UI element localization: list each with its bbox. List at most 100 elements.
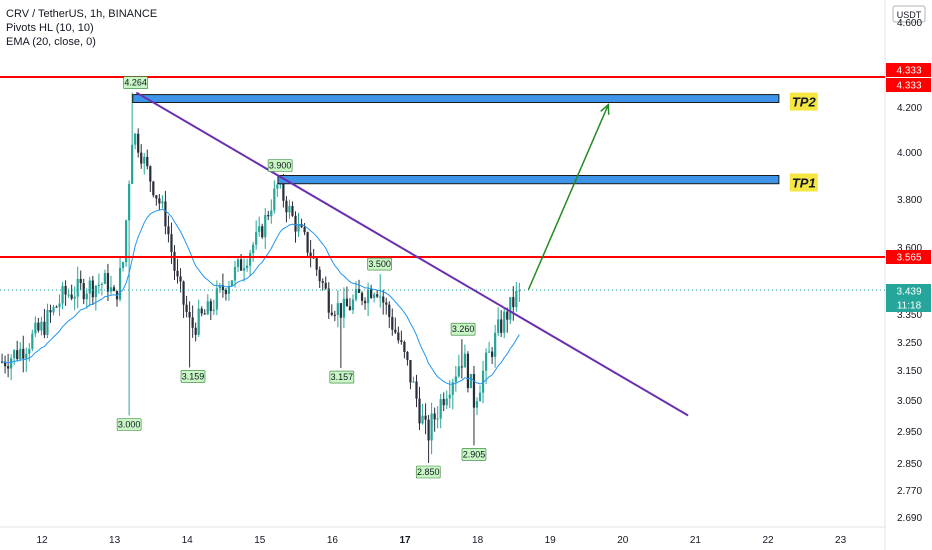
y-tick-label: 3.250 <box>897 338 922 349</box>
candle-body <box>463 353 467 368</box>
y-tick-label: 2.770 <box>897 486 922 497</box>
candle-body <box>140 152 143 164</box>
candle-body <box>267 215 270 217</box>
candle-body <box>230 280 234 287</box>
candle-body <box>363 300 367 304</box>
candle-body <box>97 284 100 287</box>
candle-body <box>439 399 442 419</box>
ema-line[interactable] <box>2 208 520 385</box>
candle-body <box>397 332 400 341</box>
price-label: 3.439 <box>896 287 921 298</box>
candle-body <box>55 306 58 308</box>
candle-body <box>354 289 358 300</box>
candle-body <box>185 304 188 312</box>
candle-body <box>197 308 200 335</box>
candle-body <box>494 332 497 357</box>
symbol-title[interactable]: CRV / TetherUS, 1h, BINANCE <box>6 8 158 20</box>
candle-body <box>282 180 285 201</box>
candle-body <box>258 226 261 232</box>
candle-body <box>34 322 37 334</box>
candle-body <box>137 133 140 153</box>
y-tick-label: 4.600 <box>897 18 922 29</box>
candle-body <box>158 198 161 204</box>
y-tick-label: 3.800 <box>897 195 922 206</box>
candle-body <box>221 285 225 291</box>
x-tick-label: 16 <box>327 535 339 546</box>
pivot-label: 3.500 <box>368 259 391 269</box>
candle-body <box>273 188 276 211</box>
candle-body <box>215 288 218 310</box>
y-tick-label: 4.200 <box>897 103 922 114</box>
candle-body <box>40 321 43 331</box>
candle-body <box>481 370 485 393</box>
pivot-label: 3.159 <box>182 371 205 381</box>
y-tick-label: 3.050 <box>897 396 922 407</box>
x-tick-label: 12 <box>36 535 48 546</box>
candle-body <box>370 289 373 298</box>
pivots-indicator-label[interactable]: Pivots HL (10, 10) <box>6 22 94 34</box>
candle-body <box>418 398 421 424</box>
target-zone-tp1[interactable] <box>277 175 780 185</box>
candle-body <box>118 267 122 300</box>
candle-body <box>13 350 16 359</box>
candle-body <box>503 311 506 333</box>
candle-body <box>500 319 503 333</box>
projection-arrow[interactable] <box>527 104 609 291</box>
candle-body <box>512 297 515 308</box>
x-tick-label: 18 <box>472 535 484 546</box>
candle-body <box>106 273 110 292</box>
ema-indicator-label[interactable]: EMA (20, close, 0) <box>6 36 96 48</box>
y-tick-label: 2.690 <box>897 513 922 524</box>
candle-body <box>451 382 454 395</box>
candle-body <box>61 285 64 304</box>
candle-body <box>143 156 146 164</box>
candle-body <box>236 259 240 267</box>
candle-body <box>357 289 361 293</box>
candle-body <box>67 294 70 296</box>
candle-body <box>16 350 19 359</box>
candle-body <box>64 285 67 295</box>
candle-body <box>170 234 173 252</box>
candle-body <box>360 292 364 301</box>
y-tick-label: 3.350 <box>897 310 922 321</box>
candle-body <box>382 296 385 303</box>
candle-body <box>321 281 324 283</box>
y-tick-label: 4.000 <box>897 148 922 159</box>
candle-body <box>351 299 355 310</box>
candle-body <box>112 287 116 291</box>
candle-body <box>203 313 206 315</box>
currency-label: USDT <box>897 10 922 20</box>
candle-body <box>103 273 107 284</box>
candle-body <box>79 278 82 284</box>
candle-body <box>194 327 197 335</box>
descending-trendline[interactable] <box>135 91 689 417</box>
candle-body <box>37 322 40 331</box>
x-tick-label: 15 <box>254 535 266 546</box>
pivot-label-box <box>367 257 392 271</box>
x-tick-label: 13 <box>109 535 121 546</box>
target-zone-tp2[interactable] <box>132 94 780 103</box>
pivot-label: 3.260 <box>452 324 475 334</box>
candle-body <box>70 294 73 299</box>
candle-body <box>472 374 476 408</box>
price-label-box <box>886 63 931 77</box>
candle-body <box>342 298 346 318</box>
currency-badge[interactable] <box>892 5 926 23</box>
target-label-tp2: TP2 <box>792 95 817 110</box>
candle-body <box>506 311 509 320</box>
candle-body <box>509 297 512 320</box>
candle-body <box>442 399 445 406</box>
candle-body <box>10 358 13 369</box>
candle-body <box>379 296 382 298</box>
target-label-box <box>789 173 818 192</box>
pivot-label: 3.157 <box>331 372 354 382</box>
candle-body <box>391 316 394 330</box>
candle-body <box>324 282 327 289</box>
pivot-label: 2.850 <box>417 467 440 477</box>
price-label-box <box>886 78 931 92</box>
candle-body <box>454 376 457 383</box>
x-tick-label: 17 <box>399 535 411 546</box>
candle-body <box>73 296 76 299</box>
candle-body <box>91 280 94 298</box>
